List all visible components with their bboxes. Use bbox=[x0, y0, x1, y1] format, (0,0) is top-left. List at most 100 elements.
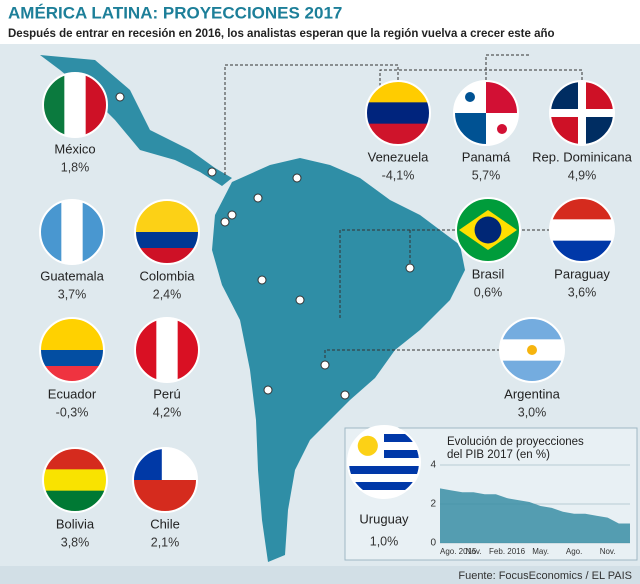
capital-dot bbox=[405, 263, 415, 273]
capital-dot bbox=[227, 210, 237, 220]
flag-rim bbox=[42, 72, 108, 138]
footer-band bbox=[0, 566, 640, 584]
flag-stripe bbox=[43, 469, 107, 492]
country-name: Perú bbox=[153, 386, 180, 401]
flag-stripe bbox=[40, 200, 62, 264]
country: Venezuela -4,1% bbox=[365, 80, 431, 182]
flag bbox=[456, 198, 520, 262]
country-name: Brasil bbox=[472, 266, 505, 281]
country-value: 3,8% bbox=[61, 535, 90, 549]
y-tick-label: 2 bbox=[430, 499, 436, 510]
country: Perú 4,2% bbox=[134, 317, 200, 419]
capital-dot bbox=[340, 390, 350, 400]
country-value: 1,0% bbox=[370, 534, 399, 548]
flag-rim bbox=[132, 447, 198, 513]
flag-rim bbox=[365, 80, 431, 146]
capital-dot bbox=[257, 275, 267, 285]
country: Panamá 5,7% bbox=[453, 80, 519, 182]
country-value: 3,0% bbox=[518, 405, 547, 419]
flag-rim bbox=[455, 197, 521, 263]
flag-stripe bbox=[348, 474, 420, 483]
country-value: 4,2% bbox=[153, 405, 182, 419]
country-value: 2,4% bbox=[153, 287, 182, 301]
x-tick-label: Ago. bbox=[566, 547, 582, 556]
country: Ecuador -0,3% bbox=[39, 317, 105, 419]
flag-stripe bbox=[135, 232, 199, 249]
x-tick-label: May. bbox=[532, 547, 549, 556]
flag-stripe bbox=[550, 198, 614, 220]
flag-stripe bbox=[156, 318, 179, 382]
capital-dot bbox=[220, 217, 230, 227]
country-name: Uruguay bbox=[359, 511, 409, 526]
country-value: -0,3% bbox=[56, 405, 89, 419]
flag-rim bbox=[134, 317, 200, 383]
country-value: 2,1% bbox=[151, 535, 180, 549]
flag-star bbox=[465, 92, 475, 102]
flag-stripe bbox=[550, 219, 614, 242]
country-value: -4,1% bbox=[382, 168, 415, 182]
south-america bbox=[212, 158, 465, 562]
capital-dot bbox=[207, 167, 217, 177]
inset-title: Evolución de proyecciones del PIB 2017 (e… bbox=[447, 436, 584, 461]
country-value: 0,6% bbox=[474, 285, 503, 299]
title: AMÉRICA LATINA: PROYECCIONES 2017 bbox=[8, 3, 342, 22]
country-value: 4,9% bbox=[568, 168, 597, 182]
country-value: 5,7% bbox=[472, 168, 501, 182]
flag-stripe bbox=[64, 73, 87, 137]
capital-dot bbox=[295, 295, 305, 305]
flag bbox=[348, 426, 420, 498]
capital-dot bbox=[320, 360, 330, 370]
flag-stripe bbox=[43, 448, 107, 470]
flag-stripe bbox=[366, 81, 430, 103]
country-name: Ecuador bbox=[48, 386, 97, 401]
flag-stripe bbox=[348, 466, 420, 475]
x-tick-label: Nov. bbox=[466, 547, 482, 556]
capital-dot bbox=[292, 173, 302, 183]
flag-stripe bbox=[348, 482, 420, 491]
capital-dot bbox=[115, 92, 125, 102]
flag-stripe bbox=[61, 200, 84, 264]
x-tick-label: Nov. bbox=[600, 547, 616, 556]
area bbox=[440, 488, 630, 543]
flag-rim bbox=[347, 425, 421, 499]
flag-rim bbox=[549, 80, 615, 146]
flag-star bbox=[497, 124, 507, 134]
country-name: Panamá bbox=[462, 149, 511, 164]
country: Uruguay 1,0% bbox=[347, 425, 421, 548]
flag-globe bbox=[474, 216, 502, 244]
flag-stripe bbox=[40, 350, 104, 367]
x-tick-label: Ago. 2015 bbox=[440, 547, 477, 556]
flag-stripe bbox=[43, 73, 65, 137]
country-value: 1,8% bbox=[61, 160, 90, 174]
country-name: Argentina bbox=[504, 386, 560, 401]
flag-stripe bbox=[135, 318, 157, 382]
flag bbox=[135, 318, 199, 382]
flag-rim bbox=[499, 317, 565, 383]
y-tick-label: 4 bbox=[430, 460, 436, 471]
flag-rim bbox=[453, 80, 519, 146]
capital-dot bbox=[263, 385, 273, 395]
country-name: Paraguay bbox=[554, 266, 610, 281]
x-tick-label: Feb. 2016 bbox=[489, 547, 526, 556]
y-tick-label: 0 bbox=[430, 538, 436, 549]
country-name: Guatemala bbox=[40, 268, 104, 283]
flag-sun bbox=[357, 435, 378, 456]
country: Brasil 0,6% bbox=[455, 197, 521, 299]
country-value: 3,6% bbox=[568, 285, 597, 299]
country: Guatemala 3,7% bbox=[39, 199, 105, 301]
flag bbox=[40, 318, 104, 382]
flag-rim bbox=[39, 317, 105, 383]
flag-stripe bbox=[348, 490, 420, 498]
country-name: Rep. Dominicana bbox=[532, 149, 632, 164]
country: Argentina 3,0% bbox=[499, 317, 565, 419]
source: Fuente: FocusEconomics / EL PAIS bbox=[458, 570, 632, 582]
flag-stripe bbox=[500, 318, 564, 340]
country-name: Bolivia bbox=[56, 516, 95, 531]
flag-sun bbox=[527, 345, 537, 355]
country-value: 3,7% bbox=[58, 287, 87, 301]
flag-rim bbox=[134, 199, 200, 265]
country-name: Chile bbox=[150, 516, 180, 531]
flag-rim bbox=[39, 199, 105, 265]
